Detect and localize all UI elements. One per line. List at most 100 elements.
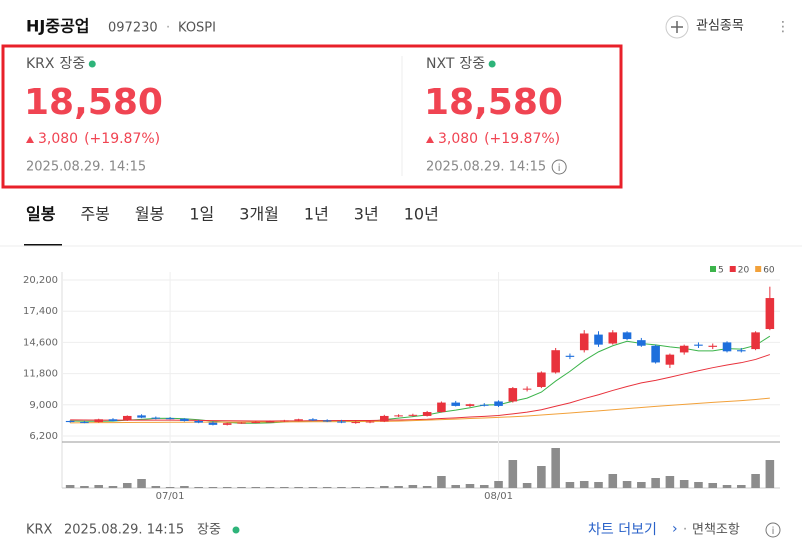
candle-body (737, 350, 746, 352)
chart-more[interactable]: 차트 더보기 (588, 522, 657, 538)
highlight-box (1, 44, 623, 189)
status-dot (488, 60, 496, 68)
volume-bar (322, 487, 332, 488)
volume-bar (694, 482, 703, 488)
y-tick-label: 6,200 (29, 431, 58, 442)
tab[interactable]: 3개월 (239, 205, 279, 224)
separator: · (166, 21, 170, 36)
footer-status: 장중 (197, 523, 221, 538)
candle-body (365, 421, 375, 423)
tab[interactable]: 1년 (304, 205, 329, 224)
more-menu[interactable]: ⋮ (776, 19, 790, 35)
quote-status: 장중 (60, 56, 86, 72)
volume-bar (537, 466, 546, 488)
candle-body (694, 344, 703, 346)
volume-bar (394, 486, 403, 488)
tab[interactable]: 월봉 (135, 205, 164, 224)
info-icon[interactable] (765, 522, 781, 538)
candle-body (380, 415, 389, 422)
volume-bar (679, 480, 689, 488)
candle-body (208, 422, 218, 425)
info-icon[interactable] (551, 159, 567, 175)
candle-body (351, 422, 361, 424)
legend-swatch (710, 266, 716, 272)
footer-market: KRX (26, 523, 53, 538)
volume-bar (80, 486, 89, 488)
candle-body (65, 420, 75, 423)
volume-bar (637, 482, 646, 488)
volume-bar (351, 487, 361, 488)
volume-bar (737, 485, 746, 488)
volume-bar (594, 482, 603, 488)
candle-body (665, 354, 675, 365)
candle-body (251, 422, 261, 424)
quote-change: 3,080 (438, 131, 478, 147)
candle-body (722, 342, 732, 352)
volume-bar (237, 487, 246, 488)
tab[interactable]: 일봉 (26, 205, 56, 224)
quote-price: 18,580 (424, 82, 563, 123)
plus (671, 21, 683, 33)
footer-time: 2025.08.29. 14:15 (64, 523, 184, 538)
chart-more-arrow: › (672, 521, 678, 537)
candle-body (565, 355, 575, 357)
volume-bar (408, 485, 418, 488)
candle-body (579, 333, 589, 351)
candle-body (194, 420, 203, 423)
volume-bar (451, 485, 460, 488)
volume-bar (180, 486, 189, 488)
candle-body (108, 419, 118, 421)
volume-bar (522, 483, 532, 488)
ma-line (70, 397, 770, 424)
footer-separator: · (683, 523, 687, 538)
candle-body (237, 422, 246, 424)
volume-bar (380, 486, 389, 488)
volume-bar (651, 478, 660, 488)
quote-price: 18,580 (24, 82, 163, 123)
volume-bar (551, 448, 560, 488)
y-tick-label: 11,800 (23, 369, 58, 380)
info-i: i (772, 526, 775, 537)
volume-bar (137, 479, 146, 488)
candle-body (308, 419, 318, 421)
tab[interactable]: 1일 (189, 205, 214, 224)
volume-bar (494, 481, 503, 488)
candle-body (651, 345, 660, 363)
quote-time: 2025.08.29. 14:15 (426, 160, 546, 175)
volume-bar (151, 486, 161, 488)
volume-bar (765, 460, 775, 488)
quote-change-pct: (+19.87%) (84, 131, 160, 147)
disclaimer[interactable]: 면책조항 (692, 523, 740, 538)
y-tick-label: 14,600 (23, 337, 58, 348)
watch-button[interactable]: 관심종목 (665, 15, 744, 39)
candle-body (479, 404, 489, 406)
tab[interactable]: 10년 (404, 205, 439, 224)
candle-body (508, 388, 518, 402)
candle-body (422, 412, 432, 416)
tabs: 일봉 주봉 월봉 1일 3개월 1년 3년 10년 (26, 205, 439, 224)
info-i: i (558, 163, 561, 174)
candle-body (551, 350, 560, 373)
candle-body (394, 415, 403, 417)
candle-body (637, 340, 646, 346)
candle-body (594, 334, 603, 345)
quote-change-pct: (+19.87%) (484, 131, 560, 147)
status-dot (88, 60, 96, 68)
tab[interactable]: 주봉 (80, 205, 109, 224)
candle-body (151, 417, 161, 419)
candle-body (180, 418, 189, 421)
candle-body (437, 402, 446, 413)
volume-bar (365, 487, 375, 488)
up-arrow (26, 136, 34, 143)
legend-label: 5 (718, 266, 724, 276)
legend-label: 60 (763, 266, 775, 276)
tab[interactable]: 3년 (354, 205, 379, 224)
volume-bar (565, 482, 575, 488)
volume-bar (280, 487, 289, 488)
quote-status: 장중 (459, 56, 485, 72)
volume-bar (194, 487, 203, 488)
stock-name: HJ중공업 (26, 17, 90, 36)
candle-body (451, 402, 460, 406)
candle-body (494, 401, 503, 406)
